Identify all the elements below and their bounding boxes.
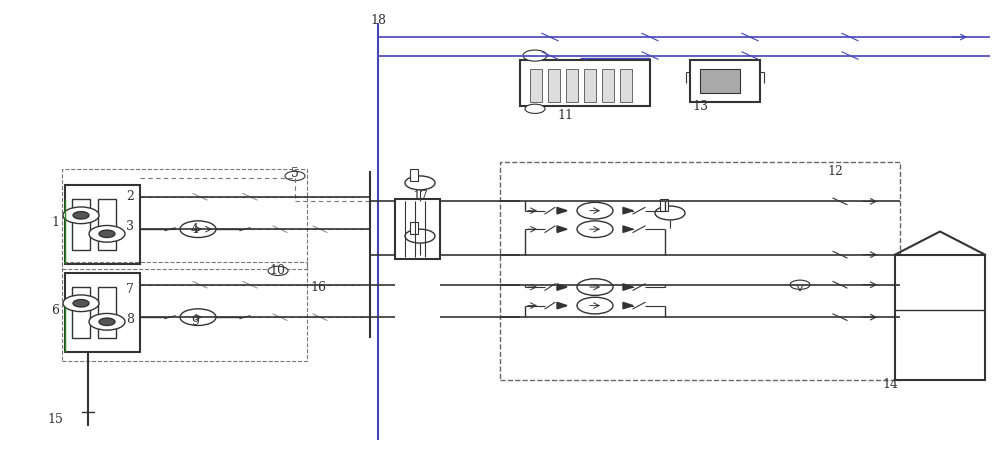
Circle shape [405, 229, 435, 243]
Bar [584, 69, 596, 102]
Circle shape [523, 50, 547, 61]
Bar [65, 273, 140, 352]
Bar [72, 199, 90, 250]
Text: 5: 5 [291, 167, 299, 180]
Text: 11: 11 [557, 109, 573, 122]
Bar [566, 69, 578, 102]
Circle shape [405, 176, 435, 190]
Circle shape [99, 318, 115, 325]
Text: 17: 17 [412, 190, 428, 203]
Bar [500, 162, 900, 380]
Polygon shape [623, 207, 633, 214]
Circle shape [89, 225, 125, 242]
Circle shape [790, 280, 810, 289]
Text: 6: 6 [51, 304, 59, 317]
Bar [410, 222, 418, 234]
Bar [602, 69, 614, 102]
Polygon shape [623, 226, 633, 232]
Bar [395, 199, 440, 259]
Circle shape [63, 295, 99, 312]
Bar [410, 169, 418, 181]
Polygon shape [623, 302, 633, 309]
Bar [65, 185, 140, 264]
Text: 13: 13 [692, 100, 708, 113]
Bar [548, 69, 560, 102]
Text: 12: 12 [827, 165, 843, 178]
Circle shape [73, 300, 89, 307]
Polygon shape [557, 284, 567, 290]
Text: 8: 8 [126, 313, 134, 326]
Text: 2: 2 [126, 190, 134, 203]
Text: 3: 3 [126, 220, 134, 233]
Text: 18: 18 [370, 14, 386, 27]
Bar [690, 60, 760, 102]
Circle shape [180, 221, 216, 238]
Text: 1: 1 [51, 216, 59, 229]
Text: 10: 10 [269, 264, 285, 277]
Text: 16: 16 [310, 281, 326, 294]
Text: 7: 7 [126, 283, 134, 296]
Bar [98, 287, 116, 338]
Bar [620, 69, 632, 102]
Bar [62, 169, 307, 269]
Circle shape [89, 313, 125, 330]
Circle shape [180, 309, 216, 325]
Circle shape [285, 171, 305, 181]
Circle shape [63, 207, 99, 224]
Circle shape [577, 202, 613, 219]
Polygon shape [623, 284, 633, 290]
Polygon shape [557, 302, 567, 309]
Circle shape [99, 230, 115, 238]
Circle shape [525, 104, 545, 113]
Text: 14: 14 [882, 378, 898, 391]
Text: 15: 15 [47, 413, 63, 425]
Circle shape [577, 279, 613, 295]
Circle shape [655, 206, 685, 220]
Bar [660, 199, 668, 211]
Text: 4: 4 [191, 223, 199, 236]
Text: 9: 9 [191, 315, 199, 328]
Circle shape [268, 266, 288, 275]
Circle shape [577, 297, 613, 314]
Circle shape [73, 212, 89, 219]
Bar [520, 60, 650, 106]
Circle shape [577, 221, 613, 238]
Bar [530, 69, 542, 102]
Bar [98, 199, 116, 250]
Polygon shape [557, 207, 567, 214]
Bar [700, 69, 740, 93]
Bar [62, 262, 307, 361]
Bar [72, 287, 90, 338]
Bar [895, 255, 985, 380]
Polygon shape [557, 226, 567, 232]
